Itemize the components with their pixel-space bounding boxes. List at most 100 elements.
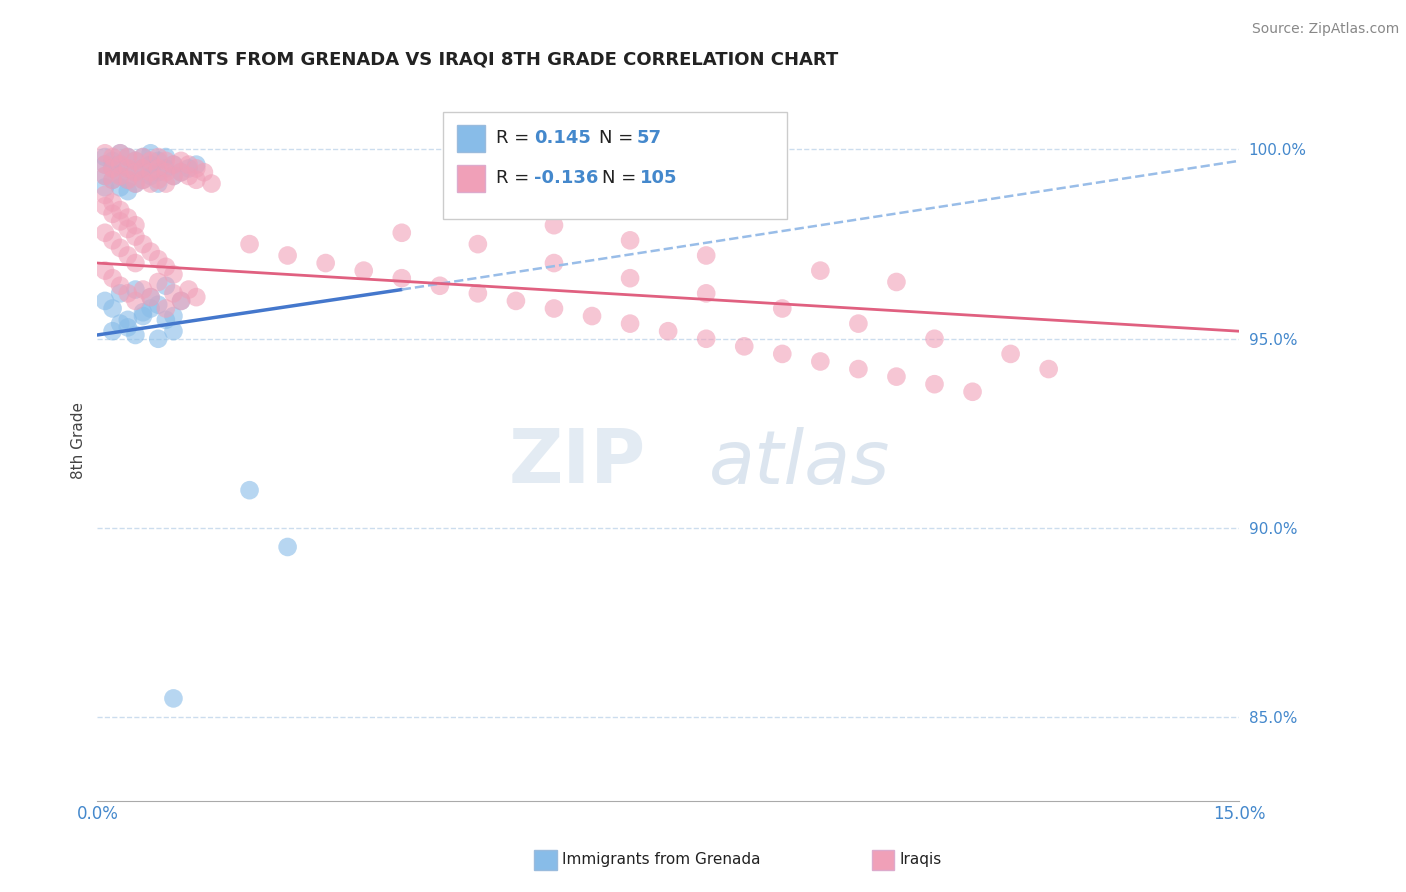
Point <box>148 275 170 289</box>
Point <box>108 241 131 255</box>
Point <box>139 290 162 304</box>
Point <box>467 237 489 252</box>
Point <box>170 293 193 308</box>
Point <box>170 165 193 179</box>
Point <box>117 248 139 262</box>
Point <box>132 161 155 176</box>
Point <box>124 293 146 308</box>
Point <box>186 161 208 176</box>
Point <box>132 173 155 187</box>
Point <box>101 301 124 316</box>
Point <box>695 332 717 346</box>
Point <box>155 161 177 176</box>
Point <box>108 180 131 194</box>
Point <box>581 309 603 323</box>
Point <box>108 158 131 172</box>
Point <box>124 218 146 232</box>
Point <box>155 150 177 164</box>
Point <box>200 177 222 191</box>
Point <box>924 332 946 346</box>
Point <box>108 169 131 183</box>
Point <box>1038 362 1060 376</box>
Point <box>132 305 155 319</box>
Point <box>162 169 184 183</box>
Point <box>139 153 162 168</box>
Point <box>117 286 139 301</box>
Text: 105: 105 <box>640 169 678 187</box>
Point <box>770 347 793 361</box>
Point <box>108 286 131 301</box>
Point <box>108 317 131 331</box>
Point <box>101 161 124 176</box>
Point <box>848 362 870 376</box>
Point <box>94 226 117 240</box>
Point <box>101 324 124 338</box>
Text: ZIP: ZIP <box>509 426 645 499</box>
Text: Immigrants from Grenada: Immigrants from Grenada <box>562 853 761 867</box>
Point <box>139 244 162 259</box>
Point <box>94 169 117 183</box>
Point <box>101 150 124 164</box>
Point <box>124 256 146 270</box>
Point <box>170 165 193 179</box>
Point <box>162 286 184 301</box>
Point <box>177 283 200 297</box>
Point <box>94 158 117 172</box>
Point <box>177 161 200 176</box>
Point <box>117 173 139 187</box>
Point <box>657 324 679 338</box>
Point <box>139 146 162 161</box>
Point <box>162 158 184 172</box>
Point <box>353 263 375 277</box>
Point <box>124 328 146 343</box>
Point <box>429 278 451 293</box>
Point <box>117 211 139 225</box>
Text: IMMIGRANTS FROM GRENADA VS IRAQI 8TH GRADE CORRELATION CHART: IMMIGRANTS FROM GRENADA VS IRAQI 8TH GRA… <box>97 51 838 69</box>
Point <box>117 173 139 187</box>
Point <box>117 150 139 164</box>
Point <box>108 146 131 161</box>
Point <box>94 150 117 164</box>
Point <box>186 173 208 187</box>
Point <box>94 169 117 183</box>
Point <box>155 260 177 274</box>
Point <box>124 177 146 191</box>
Point <box>193 165 215 179</box>
Point <box>170 153 193 168</box>
Point <box>177 169 200 183</box>
Point <box>148 173 170 187</box>
Point <box>170 293 193 308</box>
Point <box>117 184 139 198</box>
Point <box>543 301 565 316</box>
Point <box>155 313 177 327</box>
Point <box>619 271 641 285</box>
Point <box>162 158 184 172</box>
Point <box>543 218 565 232</box>
Point <box>139 301 162 316</box>
Point <box>101 173 124 187</box>
Text: atlas: atlas <box>709 426 890 499</box>
Point <box>124 153 146 168</box>
Point <box>391 226 413 240</box>
Point <box>162 169 184 183</box>
Point <box>101 271 124 285</box>
Point <box>619 233 641 247</box>
Point <box>962 384 984 399</box>
Point <box>139 169 162 183</box>
Point <box>132 309 155 323</box>
Text: Iraqis: Iraqis <box>900 853 942 867</box>
Point <box>132 161 155 176</box>
Point <box>155 278 177 293</box>
Point <box>117 150 139 164</box>
Point <box>162 309 184 323</box>
Text: N =: N = <box>599 129 638 147</box>
Point <box>101 173 124 187</box>
Point <box>108 158 131 172</box>
Point <box>117 161 139 176</box>
Point <box>132 150 155 164</box>
Point <box>1000 347 1022 361</box>
Point <box>277 248 299 262</box>
Point <box>467 286 489 301</box>
Point <box>770 301 793 316</box>
Point <box>139 165 162 179</box>
